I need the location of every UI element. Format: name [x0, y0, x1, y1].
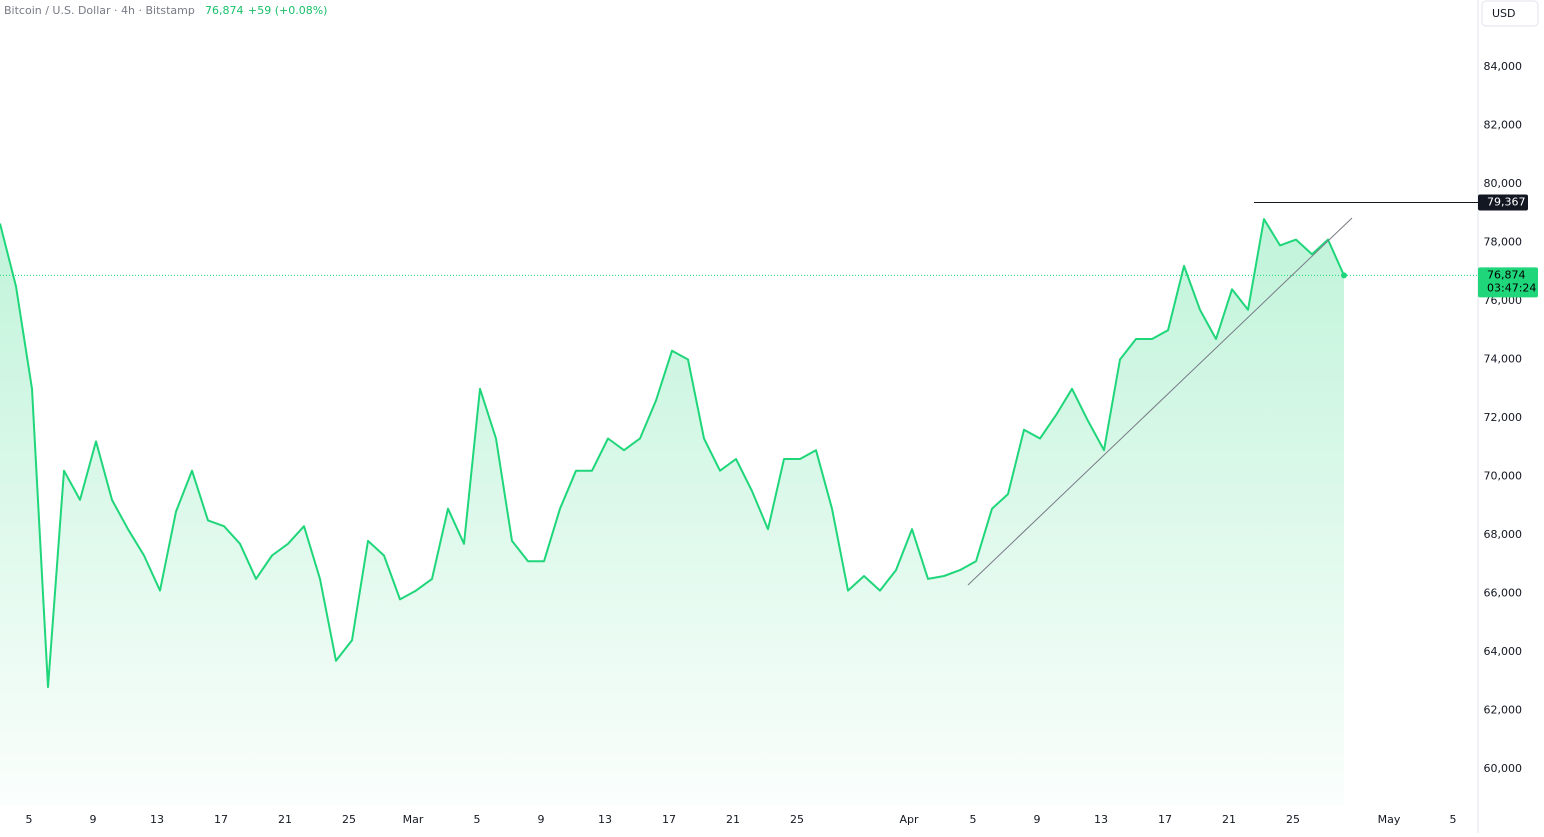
y-tick-label: 78,000 [1484, 235, 1523, 248]
x-tick-label: 25 [790, 813, 804, 826]
hline-label-box [1478, 194, 1528, 211]
x-tick-label: 17 [662, 813, 676, 826]
y-tick-label: 62,000 [1484, 704, 1523, 717]
x-tick-label: 9 [1034, 813, 1041, 826]
x-tick-label: Mar [403, 813, 424, 826]
y-tick-label: 72,000 [1484, 411, 1523, 424]
y-tick-label: 70,000 [1484, 470, 1523, 483]
currency-label[interactable]: USD [1492, 7, 1516, 20]
x-tick-label: 21 [1222, 813, 1236, 826]
x-tick-label: 13 [598, 813, 612, 826]
x-tick-label: 9 [538, 813, 545, 826]
x-tick-label: 5 [970, 813, 977, 826]
area-fill [0, 219, 1344, 806]
x-tick-label: May [1378, 813, 1401, 826]
x-tick-label: 17 [214, 813, 228, 826]
last-price-header: 76,874 [205, 4, 244, 17]
hline-label: 79,367 [1487, 196, 1526, 209]
x-tick-label: 5 [1450, 813, 1457, 826]
plot-area [0, 218, 1347, 806]
x-tick-label: 25 [342, 813, 356, 826]
y-tick-label: 66,000 [1484, 587, 1523, 600]
currency-button[interactable] [1481, 0, 1539, 27]
y-tick-label: 80,000 [1484, 177, 1523, 190]
y-tick-label: 60,000 [1484, 762, 1523, 775]
y-tick-label: 68,000 [1484, 528, 1523, 541]
x-tick-label: 5 [26, 813, 33, 826]
x-tick-label: 9 [90, 813, 97, 826]
trend-line-drawing [967, 217, 1353, 586]
x-tick-label: 13 [150, 813, 164, 826]
x-tick-label: 17 [1158, 813, 1172, 826]
x-tick-label: 5 [474, 813, 481, 826]
last-price-box [1478, 267, 1538, 298]
y-tick-label: 82,000 [1484, 118, 1523, 131]
price-line [0, 218, 1345, 689]
x-tick-label: Apr [899, 813, 919, 826]
x-tick-label: 21 [278, 813, 292, 826]
y-tick-label: 74,000 [1484, 353, 1523, 366]
symbol-title: Bitcoin / U.S. Dollar · 4h · Bitstamp [4, 4, 195, 17]
x-tick-label: 21 [726, 813, 740, 826]
y-tick-label: 84,000 [1484, 60, 1523, 73]
y-tick-label: 64,000 [1484, 645, 1523, 658]
x-tick-label: 25 [1286, 813, 1300, 826]
last-price-label: 76,874 [1487, 268, 1526, 281]
countdown-label: 03:47:24 [1487, 281, 1536, 294]
change-header: +59 (+0.08%) [248, 4, 327, 17]
x-tick-label: 13 [1094, 813, 1108, 826]
